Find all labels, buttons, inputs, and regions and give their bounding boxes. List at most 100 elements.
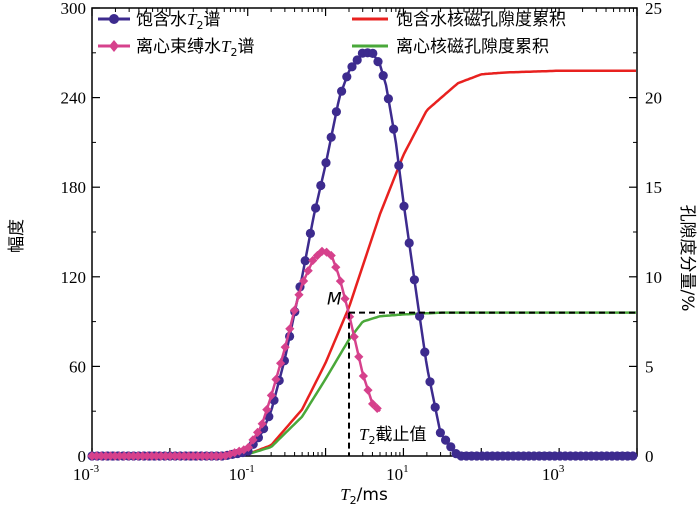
data-point-cen xyxy=(358,371,368,381)
data-point-cen xyxy=(243,442,253,452)
data-point-sat xyxy=(399,201,409,211)
legend-right: 饱含水核磁孔隙度累积 离心核磁孔隙度累积 xyxy=(352,10,566,57)
series-line-satcum xyxy=(92,69,636,458)
legend-label-centrifuge-spectrum: 离心束缚水T2谱 xyxy=(136,37,254,59)
legend-item-centrifuge-spectrum: 离心束缚水T2谱 xyxy=(98,37,254,59)
data-point-sat xyxy=(394,160,404,171)
y-right-tick-label: 20 xyxy=(645,89,662,108)
data-point-cen xyxy=(262,405,272,415)
data-point-sat xyxy=(435,428,445,438)
data-point-sat xyxy=(425,377,435,387)
data-point-sat xyxy=(321,158,331,168)
data-point-cen xyxy=(225,449,235,459)
data-point-sat xyxy=(342,72,352,82)
data-point-cen xyxy=(372,403,382,413)
y-axis-left-title: 幅度 xyxy=(7,219,27,253)
y-left-tick-label: 240 xyxy=(61,89,87,108)
x-tick-label-base: 10 xyxy=(73,465,90,484)
x-axis-title: T2/ms xyxy=(340,485,388,507)
data-point-cen xyxy=(257,419,267,429)
data-point-cen xyxy=(363,385,373,395)
data-point-cen xyxy=(354,352,364,362)
data-point-sat xyxy=(441,435,451,445)
x-tick-label-exponent: 1 xyxy=(403,463,409,475)
data-point-sat xyxy=(352,55,362,65)
data-point-cen xyxy=(368,399,378,409)
data-point-sat xyxy=(389,124,399,134)
legend-item-saturated-spectrum: 饱含水T2谱 xyxy=(98,10,220,32)
data-point-cen xyxy=(299,276,309,286)
legend-label-saturated-cumulative: 饱含水核磁孔隙度累积 xyxy=(396,10,566,30)
data-point-cen xyxy=(349,332,359,342)
data-point-cen xyxy=(289,305,299,315)
x-tick-label-exponent: -1 xyxy=(246,463,255,475)
plot-frame xyxy=(91,7,638,457)
x-tick-label: 10-3 xyxy=(73,463,100,484)
data-point-sat xyxy=(430,402,440,412)
data-point-sat xyxy=(326,132,336,142)
legend-marker-centrifuge-spectrum xyxy=(109,40,119,52)
data-point-sat xyxy=(383,94,393,104)
legend-item-saturated-cumulative: 饱含水核磁孔隙度累积 xyxy=(352,10,566,30)
x-tick-label: 103 xyxy=(542,463,565,484)
data-point-cen xyxy=(253,427,263,437)
data-point-cen xyxy=(331,262,341,272)
data-point-cen xyxy=(340,294,350,304)
data-point-cen xyxy=(271,374,281,384)
y-left-tick-label: 0 xyxy=(78,447,87,466)
data-point-sat xyxy=(347,62,357,72)
y-right-tick-label: 5 xyxy=(645,357,654,376)
data-point-sat xyxy=(337,86,347,96)
legend-label-saturated-spectrum: 饱含水T2谱 xyxy=(136,10,220,32)
y-right-tick-label: 25 xyxy=(645,0,662,18)
data-point-sat xyxy=(420,347,430,357)
data-point-sat xyxy=(331,107,341,117)
data-point-cen xyxy=(220,451,230,461)
y-axis-right-title: 孔隙度分量/% xyxy=(677,205,697,312)
data-point-cen xyxy=(303,266,313,276)
y-left-tick-label: 60 xyxy=(69,357,86,376)
data-point-cen xyxy=(335,276,345,286)
data-point-cen xyxy=(294,290,304,300)
data-point-sat xyxy=(300,256,310,266)
legend-item-centrifuge-cumulative: 离心核磁孔隙度累积 xyxy=(352,37,549,57)
data-point-sat xyxy=(378,71,388,81)
x-tick-label-base: 10 xyxy=(229,465,246,484)
data-point-cen xyxy=(266,390,276,400)
data-point-cen xyxy=(326,250,336,261)
data-point-cen xyxy=(234,446,244,456)
data-point-sat xyxy=(446,442,456,452)
data-point-cen xyxy=(285,324,295,334)
y-right-tick-label: 0 xyxy=(645,447,654,466)
y-right-tick-label: 15 xyxy=(645,178,662,197)
y-right-tick-label: 10 xyxy=(645,268,662,287)
data-point-cen xyxy=(322,247,332,257)
legend-left: 饱含水T2谱 离心束缚水T2谱 xyxy=(98,10,254,59)
data-point-sat xyxy=(305,228,315,238)
data-point-sat xyxy=(415,311,425,321)
x-tick-label: 10-1 xyxy=(229,463,255,484)
x-tick-label-base: 10 xyxy=(386,465,403,484)
x-tick-label-base: 10 xyxy=(542,465,559,484)
data-point-sat xyxy=(404,238,414,248)
data-point-sat xyxy=(368,48,378,59)
data-point-cen xyxy=(230,448,240,458)
m-point-label: M xyxy=(327,290,342,310)
legend-label-centrifuge-cumulative: 离心核磁孔隙度累积 xyxy=(396,37,549,57)
data-point-sat xyxy=(628,451,638,461)
data-point-sat xyxy=(373,57,383,67)
series-line-sat xyxy=(92,51,636,458)
y-left-tick-label: 120 xyxy=(61,268,87,287)
t2-cutoff-label: T2截止值 xyxy=(359,425,426,447)
data-point-cen xyxy=(276,358,286,368)
y-left-tick-label: 180 xyxy=(61,178,87,197)
x-tick-label-exponent: 3 xyxy=(559,463,565,475)
y-left-tick-label: 300 xyxy=(61,0,87,18)
data-point-sat xyxy=(311,203,321,213)
x-tick-label-exponent: -3 xyxy=(90,463,100,475)
data-point-cen xyxy=(248,435,258,445)
data-point-sat xyxy=(409,275,419,285)
legend-marker-saturated-spectrum xyxy=(109,14,119,24)
